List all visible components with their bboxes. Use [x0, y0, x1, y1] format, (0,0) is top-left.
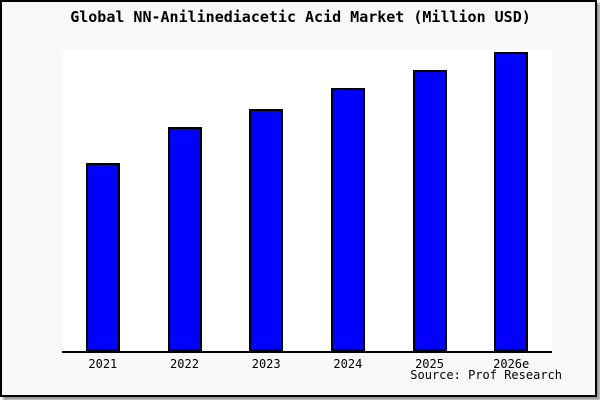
bar-slot-2021	[62, 50, 144, 351]
x-tick-label-2023: 2023	[251, 357, 281, 371]
x-tick-label-2022: 2022	[170, 357, 199, 371]
bar-slot-2022	[144, 50, 226, 351]
x-tick-label-2025: 2025	[415, 357, 444, 371]
bar-2022	[167, 127, 202, 351]
bar-slot-2024	[307, 50, 389, 351]
x-tick-label-2024: 2024	[333, 357, 363, 371]
bar-2024	[330, 88, 365, 351]
chart-title: Global NN-Anilinediacetic Acid Market (M…	[70, 8, 531, 26]
bar-slot-2023	[225, 50, 307, 351]
bar-slot-2025	[389, 50, 471, 351]
x-axis-labels: 2021 2022 2023 2024 2025 2026e	[62, 357, 552, 371]
bar-slot-2026e	[470, 50, 552, 351]
bar-2025	[412, 70, 447, 351]
x-tick-label-2021: 2021	[88, 357, 118, 371]
bar-2023	[249, 109, 284, 351]
bar-2021	[85, 163, 120, 351]
bar-2026e	[494, 52, 529, 351]
x-tick-label-2026e: 2026e	[493, 357, 530, 371]
source-caption: Source: Prof Research	[410, 368, 562, 382]
plot-area	[62, 50, 552, 353]
